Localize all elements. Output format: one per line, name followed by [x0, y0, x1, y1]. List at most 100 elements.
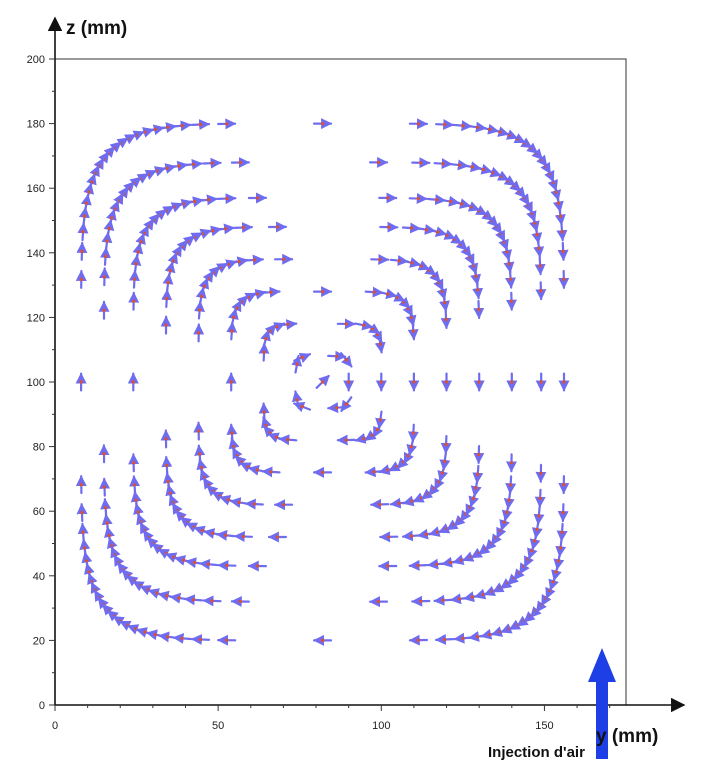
measurement-point — [539, 380, 543, 384]
measurement-point — [539, 471, 543, 475]
measurement-point — [509, 461, 514, 465]
measurement-point — [538, 264, 542, 268]
measurement-point — [535, 232, 539, 237]
measurement-point — [225, 196, 229, 201]
measurement-point — [300, 405, 304, 409]
measurement-point — [477, 380, 481, 384]
measurement-point — [300, 355, 304, 359]
measurement-point — [457, 163, 461, 167]
x-tick-label: 100 — [372, 720, 390, 732]
measurement-point — [193, 560, 197, 565]
measurement-point — [474, 486, 478, 490]
measurement-point — [416, 196, 420, 201]
measurement-point — [347, 380, 351, 384]
measurement-point — [448, 560, 453, 565]
measurement-point — [444, 442, 448, 447]
measurement-point — [558, 214, 563, 218]
measurement-point — [335, 406, 339, 410]
measurement-point — [206, 198, 210, 202]
measurement-point — [416, 563, 420, 568]
measurement-point — [83, 546, 87, 550]
measurement-point — [132, 277, 137, 281]
measurement-point — [269, 470, 273, 474]
measurement-point — [448, 199, 453, 204]
measurement-point — [562, 380, 566, 384]
measurement-point — [387, 535, 391, 539]
measurement-point — [105, 521, 109, 525]
measurement-point — [460, 202, 464, 206]
measurement-point — [105, 239, 109, 243]
measurement-point — [255, 468, 259, 472]
measurement-point — [132, 483, 137, 487]
measurement-point — [509, 483, 513, 487]
measurement-point — [477, 307, 481, 312]
measurement-point — [535, 527, 539, 532]
measurement-point — [241, 534, 245, 539]
measurement-point — [560, 530, 564, 534]
measurement-point — [435, 198, 439, 202]
y-tick-label: 180 — [27, 119, 45, 131]
measurement-point — [199, 466, 204, 470]
measurement-point — [229, 380, 233, 384]
measurement-point — [507, 262, 511, 266]
measurement-point — [386, 292, 390, 296]
measurement-point — [320, 380, 325, 384]
measurement-point — [387, 225, 391, 229]
measurement-point — [475, 635, 480, 639]
measurement-point — [165, 166, 169, 170]
y-tick-label: 120 — [27, 312, 45, 324]
measurement-point — [198, 637, 203, 642]
measurement-point — [83, 214, 87, 218]
measurement-point — [230, 431, 234, 435]
measurement-point — [211, 531, 215, 535]
measurement-point — [443, 637, 447, 642]
x-tick-label: 0 — [52, 720, 58, 732]
measurement-point — [232, 315, 236, 319]
measurement-point — [295, 362, 299, 366]
measurement-point — [191, 598, 195, 602]
measurement-point — [164, 437, 168, 441]
measurement-point — [376, 160, 381, 164]
measurement-point — [444, 380, 449, 384]
measurement-point — [110, 216, 114, 220]
measurement-point — [539, 289, 543, 293]
measurement-point — [107, 533, 111, 538]
measurement-point — [198, 308, 202, 312]
measurement-point — [282, 257, 286, 261]
x-tick-label: 150 — [535, 720, 553, 732]
measurement-point — [461, 124, 465, 128]
measurement-point — [224, 533, 228, 537]
measurement-point — [440, 471, 444, 475]
measurement-point — [533, 221, 537, 225]
measurement-point — [282, 503, 286, 507]
measurement-point — [416, 122, 420, 126]
measurement-point — [226, 498, 230, 502]
measurement-point — [166, 635, 170, 639]
measurement-point — [509, 277, 513, 281]
measurement-point — [102, 275, 107, 279]
measurement-point — [378, 418, 382, 422]
measurement-point — [134, 262, 138, 266]
measurement-point — [562, 277, 566, 281]
measurement-point — [557, 559, 561, 563]
measurement-point — [509, 299, 514, 303]
measurement-point — [537, 514, 541, 518]
measurement-point — [378, 502, 382, 507]
measurement-point — [475, 125, 480, 129]
measurement-point — [274, 435, 279, 439]
measurement-point — [557, 201, 561, 205]
measurement-point — [461, 636, 465, 640]
measurement-point — [457, 597, 461, 601]
measurement-point — [474, 274, 478, 278]
measurement-point — [441, 162, 445, 166]
measurement-point — [372, 290, 376, 294]
injection-arrow — [588, 648, 616, 759]
measurement-point — [132, 299, 136, 303]
measurement-point — [262, 410, 266, 414]
measurement-point — [444, 317, 448, 322]
measurement-point — [230, 329, 234, 333]
measurement-point — [103, 254, 108, 258]
measurement-point — [419, 599, 423, 603]
measurement-point — [411, 329, 415, 333]
y-tick-label: 0 — [39, 700, 45, 712]
